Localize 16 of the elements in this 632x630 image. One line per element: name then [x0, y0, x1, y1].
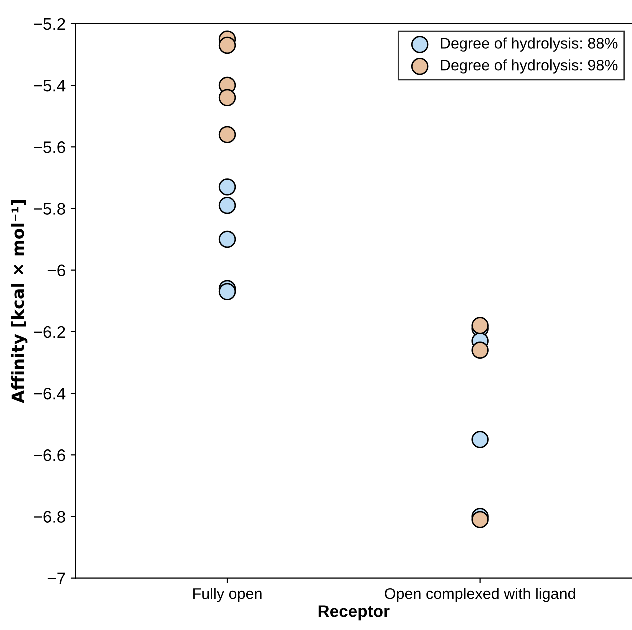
y-tick-label: −6	[48, 264, 66, 277]
y-tick-label: −5.2	[34, 18, 66, 30]
y-tick-label: −5.4	[34, 80, 66, 92]
y-tick-label: −5.8	[34, 203, 66, 215]
legend-label: Degree of hydrolysis: 98%	[441, 60, 618, 74]
x-tick-label: Open complexed with ligand	[385, 588, 576, 602]
y-tick-label: −5.6	[34, 142, 66, 154]
y-tick-label: −6.8	[34, 511, 66, 523]
y-axis-title: Affinity [kcal × mol⁻¹]	[11, 200, 28, 404]
x-axis-title: Receptor	[318, 606, 390, 621]
y-tick-label: −6.2	[34, 326, 66, 338]
y-tick-label: −6.4	[34, 388, 66, 400]
legend-label: Degree of hydrolysis: 88%	[441, 38, 618, 52]
y-tick-label: −6.6	[34, 450, 66, 462]
x-tick-label: Fully open	[194, 588, 262, 602]
y-tick-label: −7	[48, 572, 66, 584]
